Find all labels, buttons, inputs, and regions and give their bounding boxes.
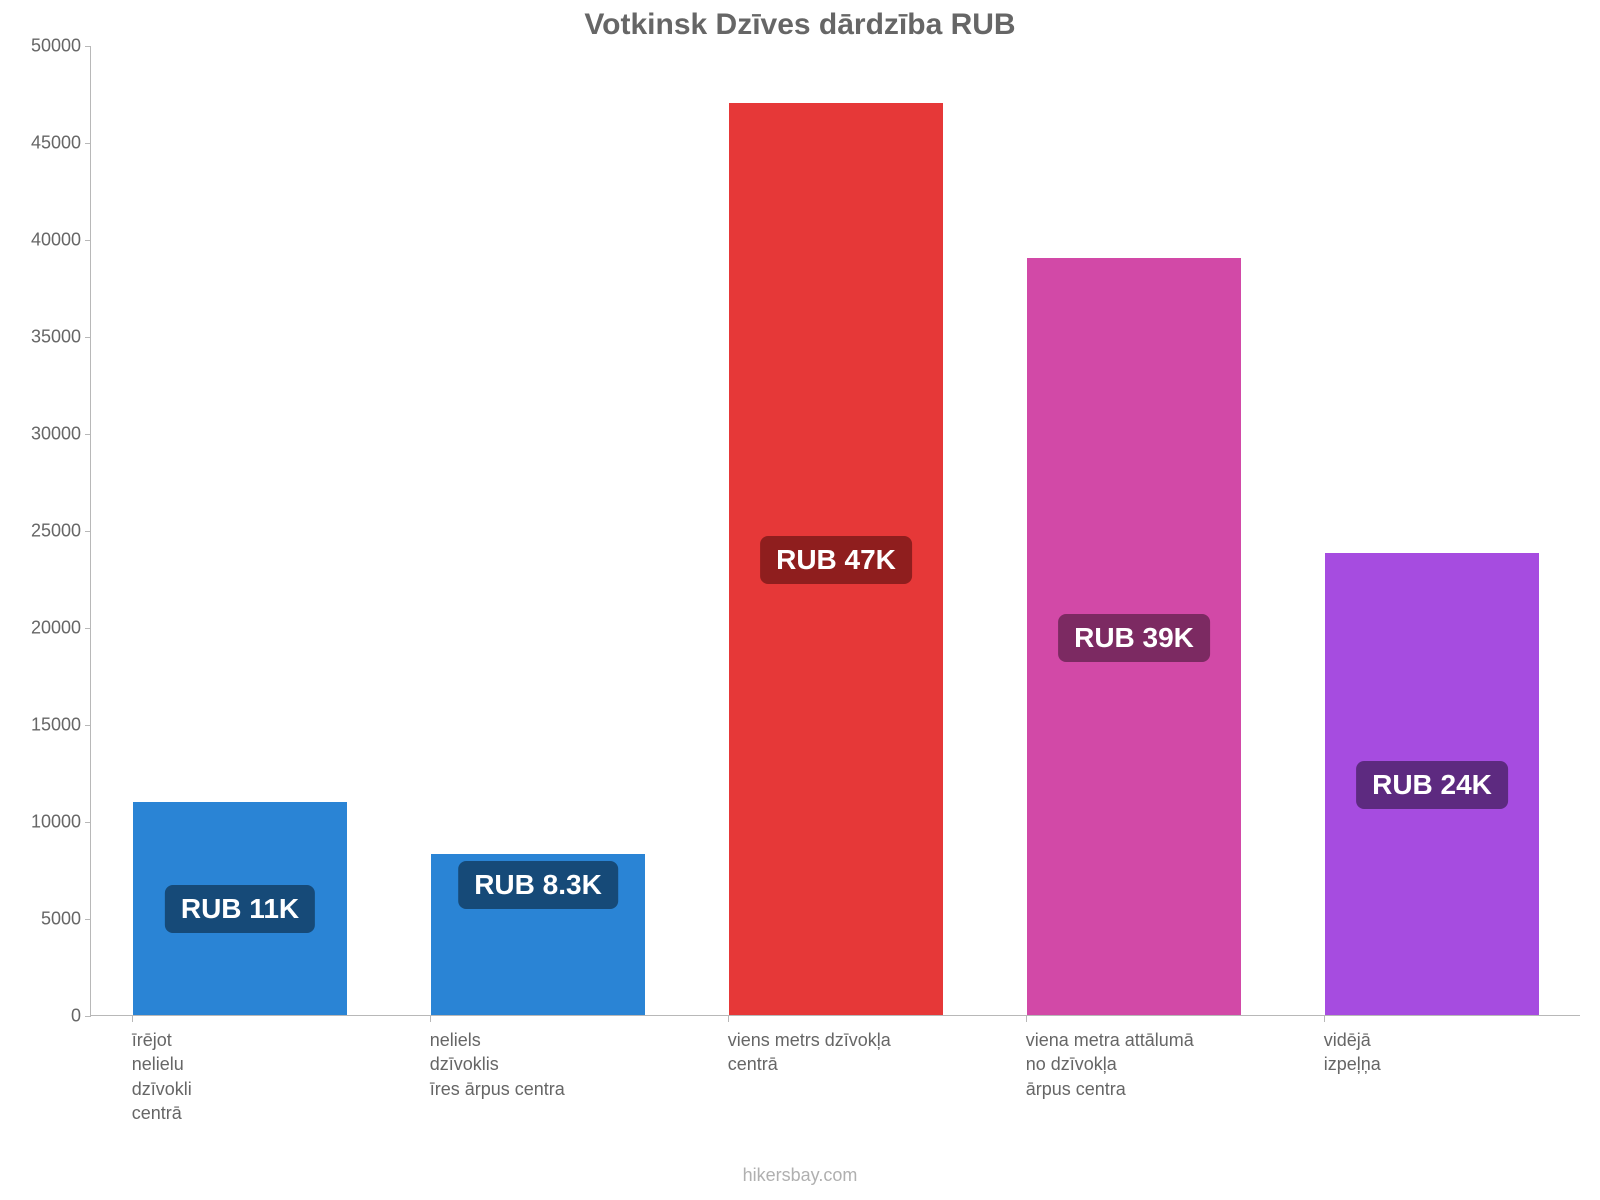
y-tick-label: 50000 bbox=[21, 36, 81, 57]
attribution-text: hikersbay.com bbox=[0, 1165, 1600, 1186]
y-tick-label: 15000 bbox=[21, 715, 81, 736]
y-tick-label: 5000 bbox=[21, 909, 81, 930]
x-axis-label: viena metra attālumā no dzīvokļa ārpus c… bbox=[1026, 1028, 1281, 1101]
y-tick-mark bbox=[85, 531, 91, 532]
y-tick-mark bbox=[85, 46, 91, 47]
y-tick-mark bbox=[85, 434, 91, 435]
y-tick-mark bbox=[85, 725, 91, 726]
y-tick-mark bbox=[85, 337, 91, 338]
x-axis-label: īrējot nelielu dzīvokli centrā bbox=[132, 1028, 387, 1125]
y-tick-mark bbox=[85, 1016, 91, 1017]
y-tick-label: 25000 bbox=[21, 521, 81, 542]
y-tick-label: 40000 bbox=[21, 230, 81, 251]
x-axis-label: neliels dzīvoklis īres ārpus centra bbox=[430, 1028, 685, 1101]
value-badge: RUB 47K bbox=[760, 536, 912, 584]
y-tick-label: 35000 bbox=[21, 327, 81, 348]
x-tick-mark bbox=[1026, 1016, 1027, 1022]
y-tick-label: 30000 bbox=[21, 424, 81, 445]
y-tick-label: 20000 bbox=[21, 618, 81, 639]
chart-container: Votkinsk Dzīves dārdzība RUB 05000100001… bbox=[0, 0, 1600, 1200]
x-tick-mark bbox=[728, 1016, 729, 1022]
y-tick-mark bbox=[85, 919, 91, 920]
y-tick-mark bbox=[85, 240, 91, 241]
y-tick-label: 45000 bbox=[21, 133, 81, 154]
value-badge: RUB 8.3K bbox=[458, 861, 618, 909]
y-tick-mark bbox=[85, 628, 91, 629]
value-badge: RUB 11K bbox=[165, 885, 315, 933]
x-axis-label: vidējā izpeļņa bbox=[1324, 1028, 1579, 1077]
x-tick-mark bbox=[430, 1016, 431, 1022]
chart-title: Votkinsk Dzīves dārdzība RUB bbox=[0, 8, 1600, 42]
y-tick-mark bbox=[85, 822, 91, 823]
y-tick-label: 10000 bbox=[21, 812, 81, 833]
value-badge: RUB 24K bbox=[1356, 761, 1508, 809]
x-axis-label: viens metrs dzīvokļa centrā bbox=[728, 1028, 983, 1077]
y-tick-label: 0 bbox=[21, 1006, 81, 1027]
x-tick-mark bbox=[132, 1016, 133, 1022]
plot-area: 0500010000150002000025000300003500040000… bbox=[90, 46, 1580, 1016]
value-badge: RUB 39K bbox=[1058, 614, 1210, 662]
x-tick-mark bbox=[1324, 1016, 1325, 1022]
y-tick-mark bbox=[85, 143, 91, 144]
